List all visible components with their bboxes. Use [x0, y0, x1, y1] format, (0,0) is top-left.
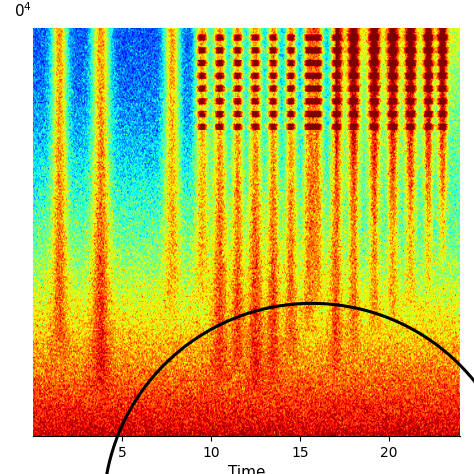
X-axis label: Time: Time: [228, 465, 265, 474]
Text: $0^4$: $0^4$: [14, 1, 32, 20]
